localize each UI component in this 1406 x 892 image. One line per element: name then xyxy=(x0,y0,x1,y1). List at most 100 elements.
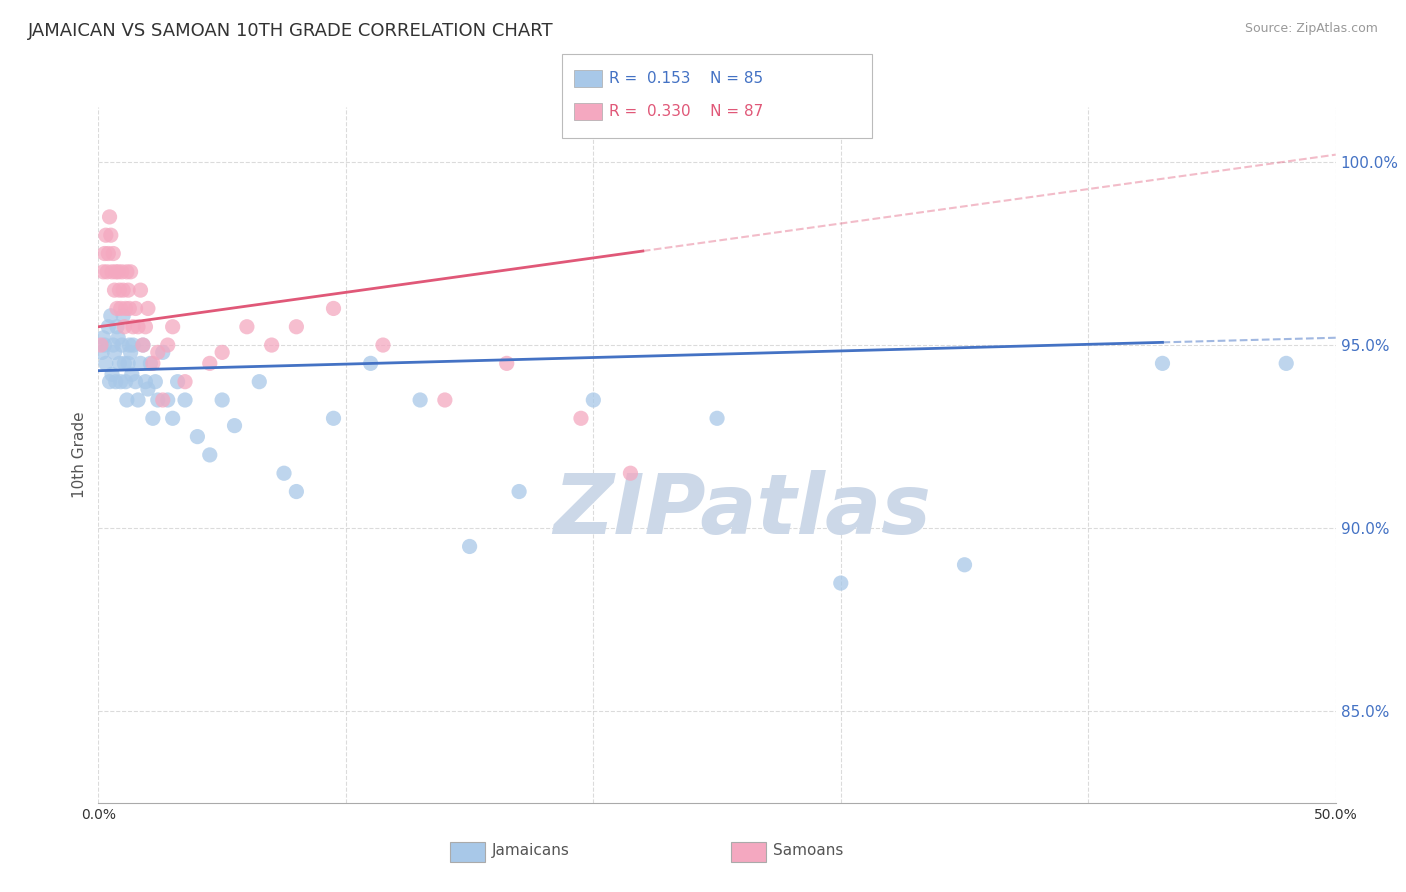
Point xyxy=(93,338,115,352)
Point xyxy=(107,331,129,345)
Text: R =  0.330    N = 87: R = 0.330 N = 87 xyxy=(609,104,763,119)
Point xyxy=(132,338,155,352)
Point xyxy=(360,356,382,370)
Point xyxy=(285,484,308,499)
Point xyxy=(495,356,517,370)
Text: Jamaicans: Jamaicans xyxy=(492,844,569,858)
Point xyxy=(122,338,145,352)
Point xyxy=(285,319,308,334)
Point xyxy=(108,283,131,297)
Point xyxy=(115,392,138,407)
Point xyxy=(103,338,125,352)
Point xyxy=(236,319,259,334)
Point xyxy=(619,467,641,481)
Point xyxy=(96,265,118,279)
Point xyxy=(142,356,165,370)
Point xyxy=(104,265,127,279)
Point xyxy=(93,246,115,260)
Point xyxy=(112,283,135,297)
Point xyxy=(211,392,233,407)
Point xyxy=(508,484,530,499)
Point xyxy=(211,345,233,359)
Point xyxy=(322,411,344,425)
Point xyxy=(146,345,169,359)
Point xyxy=(91,345,114,359)
Point xyxy=(117,356,139,370)
Point xyxy=(118,338,141,352)
Point xyxy=(146,392,169,407)
Point xyxy=(112,319,135,334)
Point xyxy=(174,375,197,389)
Point xyxy=(142,411,165,425)
Text: R =  0.153    N = 85: R = 0.153 N = 85 xyxy=(609,71,763,86)
Point xyxy=(97,246,120,260)
Point xyxy=(127,392,149,407)
Point xyxy=(129,283,152,297)
Point xyxy=(152,392,174,407)
Point xyxy=(117,283,139,297)
Point xyxy=(124,301,146,316)
Point xyxy=(143,375,166,389)
Point xyxy=(134,375,156,389)
Point xyxy=(198,448,221,462)
Point xyxy=(98,375,121,389)
Point xyxy=(103,246,125,260)
Point xyxy=(114,301,136,316)
Point xyxy=(139,356,162,370)
Point xyxy=(105,301,128,316)
Point xyxy=(224,418,246,433)
Point xyxy=(98,210,121,224)
Point xyxy=(166,375,188,389)
Text: Samoans: Samoans xyxy=(773,844,844,858)
Point xyxy=(132,338,155,352)
Point xyxy=(129,356,152,370)
Point xyxy=(156,338,179,352)
Point xyxy=(97,319,120,334)
Point xyxy=(104,375,127,389)
Point xyxy=(1275,356,1298,370)
Point xyxy=(124,375,146,389)
Point xyxy=(247,375,270,389)
Point xyxy=(433,392,456,407)
Point xyxy=(136,382,159,396)
Point xyxy=(582,392,605,407)
Point xyxy=(120,265,142,279)
Point xyxy=(118,301,141,316)
Point xyxy=(830,576,852,591)
Point xyxy=(409,392,432,407)
Point xyxy=(90,338,112,352)
Point xyxy=(569,411,592,425)
Point xyxy=(114,375,136,389)
Point xyxy=(107,265,129,279)
Point xyxy=(198,356,221,370)
Point xyxy=(93,331,115,345)
Point xyxy=(156,392,179,407)
Point xyxy=(322,301,344,316)
Point xyxy=(93,265,115,279)
Point xyxy=(152,345,174,359)
Point xyxy=(115,265,138,279)
Text: ZIPatlas: ZIPatlas xyxy=(553,470,931,551)
Point xyxy=(121,368,143,382)
Point xyxy=(103,283,125,297)
Point xyxy=(458,540,481,554)
Point xyxy=(101,368,124,382)
Point xyxy=(111,265,134,279)
Text: JAMAICAN VS SAMOAN 10TH GRADE CORRELATION CHART: JAMAICAN VS SAMOAN 10TH GRADE CORRELATIO… xyxy=(28,22,554,40)
Point xyxy=(371,338,394,352)
Point xyxy=(260,338,283,352)
Point xyxy=(110,301,132,316)
Point xyxy=(273,467,295,481)
Point xyxy=(110,375,132,389)
Point xyxy=(136,301,159,316)
Point xyxy=(94,228,117,243)
Point xyxy=(134,319,156,334)
Point xyxy=(186,429,208,443)
Point xyxy=(127,319,149,334)
Point xyxy=(100,228,122,243)
Point xyxy=(162,319,184,334)
Point xyxy=(112,356,135,370)
Point xyxy=(162,411,184,425)
Point xyxy=(100,309,122,323)
Point xyxy=(120,345,142,359)
